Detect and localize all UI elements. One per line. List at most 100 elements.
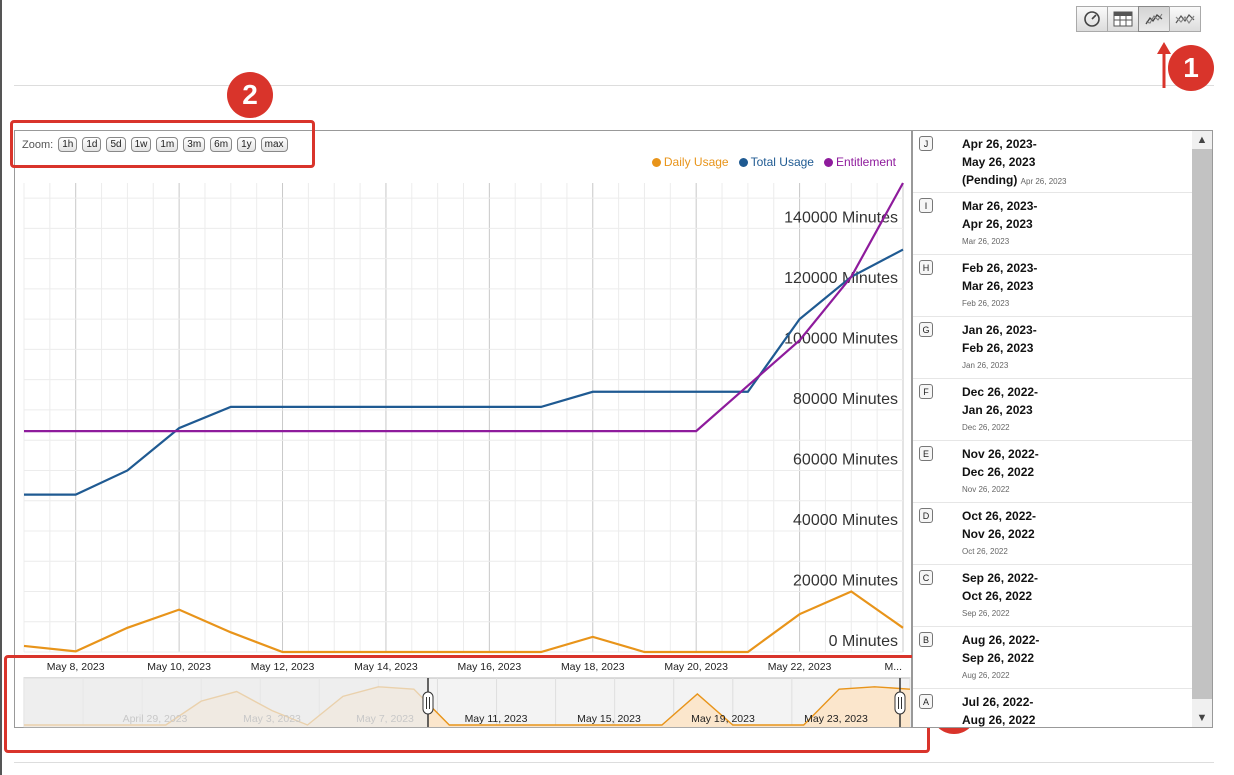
period-start-date: Sep 26, 2022 bbox=[962, 609, 1010, 618]
line-chart-view-button[interactable] bbox=[1138, 6, 1170, 32]
zoom-1w-button[interactable]: 1w bbox=[130, 137, 152, 152]
period-range: Nov 26, 2022- Dec 26, 2022 Nov 26, 2022 bbox=[962, 445, 1112, 499]
navigator-date-label: May 15, 2023 bbox=[577, 713, 641, 725]
navigator-date-label: April 29, 2023 bbox=[123, 713, 188, 725]
period-range-start: Jul 26, 2022- bbox=[962, 695, 1034, 709]
billing-period-item[interactable]: H Feb 26, 2023- Mar 26, 2023 Feb 26, 2023 bbox=[913, 255, 1212, 317]
period-letter-badge: I bbox=[919, 198, 933, 213]
period-range-start: Mar 26, 2023- bbox=[962, 199, 1038, 213]
period-range: Feb 26, 2023- Mar 26, 2023 Feb 26, 2023 bbox=[962, 259, 1112, 313]
zoom-5d-button[interactable]: 5d bbox=[106, 137, 126, 152]
zoom-1y-button[interactable]: 1y bbox=[237, 137, 256, 152]
navigator-date-label: May 19, 2023 bbox=[691, 713, 755, 725]
period-pending-label: (Pending) bbox=[962, 173, 1018, 187]
billing-period-item[interactable]: F Dec 26, 2022- Jan 26, 2023 Dec 26, 2022 bbox=[913, 379, 1212, 441]
range-navigator[interactable]: April 29, 2023 May 3, 2023 May 7, 2023 May … bbox=[0, 0, 912, 730]
period-letter-badge: C bbox=[919, 570, 933, 585]
period-letter-badge: D bbox=[919, 508, 933, 523]
x-tick-label: May 20, 2023 bbox=[664, 661, 728, 673]
usage-line-chart[interactable]: 0 Minutes 20000 Minutes 40000 Minutes 60000… bbox=[0, 0, 912, 730]
period-range-start: Sep 26, 2022- bbox=[962, 571, 1039, 585]
period-letter-badge: B bbox=[919, 632, 933, 647]
legend-item-daily-usage[interactable]: Daily Usage bbox=[651, 155, 729, 169]
zoom-controls: Zoom: 1h 1d 5d 1w 1m 3m 6m 1y max bbox=[22, 137, 288, 152]
x-tick-label: May 8, 2023 bbox=[47, 661, 105, 673]
navigator-date-label: May 3, 2023 bbox=[243, 713, 301, 725]
billing-period-item[interactable]: E Nov 26, 2022- Dec 26, 2022 Nov 26, 2022 bbox=[913, 441, 1212, 503]
scroll-down-icon[interactable]: ▼ bbox=[1196, 712, 1208, 724]
highlight-box-zoom bbox=[10, 120, 315, 168]
period-range: Dec 26, 2022- Jan 26, 2023 Dec 26, 2022 bbox=[962, 383, 1112, 437]
billing-period-item[interactable]: D Oct 26, 2022- Nov 26, 2022 Oct 26, 2022 bbox=[913, 503, 1212, 565]
zoom-max-button[interactable]: max bbox=[260, 137, 288, 152]
y-tick-label: 120000 Minutes bbox=[784, 270, 898, 287]
period-range-start: Apr 26, 2023- bbox=[962, 137, 1037, 151]
scroll-thumb[interactable] bbox=[1192, 149, 1212, 699]
period-range-end: Aug 26, 2022 bbox=[962, 713, 1036, 727]
callout-badge-2: 2 bbox=[227, 72, 273, 118]
period-range-start: Dec 26, 2022- bbox=[962, 385, 1039, 399]
navigator-handle-right[interactable] bbox=[894, 691, 906, 715]
gauge-icon bbox=[1084, 11, 1100, 27]
period-start-date: Oct 26, 2022 bbox=[962, 547, 1008, 556]
navigator-date-label: May 7, 2023 bbox=[356, 713, 414, 725]
x-tick-label: May 16, 2023 bbox=[458, 661, 522, 673]
period-range-end: Apr 26, 2023 bbox=[962, 217, 1033, 231]
x-tick-label: M... bbox=[885, 661, 903, 673]
billing-period-list: J Apr 26, 2023- May 26, 2023 (Pending) Apr … bbox=[912, 130, 1213, 728]
table-view-button[interactable] bbox=[1107, 6, 1139, 32]
billing-period-item[interactable]: G Jan 26, 2023- Feb 26, 2023 Jan 26, 2023 bbox=[913, 317, 1212, 379]
period-range-start: Nov 26, 2022- bbox=[962, 447, 1039, 461]
period-start-date: Dec 26, 2022 bbox=[962, 423, 1010, 432]
zoom-1d-button[interactable]: 1d bbox=[82, 137, 102, 152]
period-range: Oct 26, 2022- Nov 26, 2022 Oct 26, 2022 bbox=[962, 507, 1112, 561]
period-range: Mar 26, 2023- Apr 26, 2023 Mar 26, 2023 bbox=[962, 197, 1112, 251]
navigator-date-label: May 11, 2023 bbox=[465, 713, 528, 725]
billing-period-item[interactable]: I Mar 26, 2023- Apr 26, 2023 Mar 26, 2023 bbox=[913, 193, 1212, 255]
period-range-end: Jan 26, 2023 bbox=[962, 403, 1033, 417]
period-list-scrollbar[interactable]: ▲ ▼ bbox=[1192, 131, 1212, 727]
zoom-label: Zoom: bbox=[22, 138, 54, 151]
entitlement-line[interactable] bbox=[24, 182, 904, 433]
billing-period-item[interactable]: C Sep 26, 2022- Oct 26, 2022 Sep 26, 2022 bbox=[913, 565, 1212, 627]
callout-badge-1: 1 bbox=[1168, 45, 1214, 91]
period-range-start: Oct 26, 2022- bbox=[962, 509, 1037, 523]
callout-arrow-icon bbox=[1157, 42, 1171, 88]
period-range-start: Jan 26, 2023- bbox=[962, 323, 1037, 337]
billing-period-item[interactable]: J Apr 26, 2023- May 26, 2023 (Pending) Apr … bbox=[913, 131, 1212, 193]
period-letter-badge: F bbox=[919, 384, 933, 399]
period-letter-badge: J bbox=[919, 136, 933, 151]
y-tick-label: 20000 Minutes bbox=[793, 572, 898, 589]
legend-item-total-usage[interactable]: Total Usage bbox=[738, 155, 814, 169]
period-start-date: Mar 26, 2023 bbox=[962, 237, 1010, 246]
period-range: Jan 26, 2023- Feb 26, 2023 Jan 26, 2023 bbox=[962, 321, 1112, 375]
navigator-date-label: May 23, 2023 bbox=[804, 713, 868, 725]
total-usage-line[interactable] bbox=[24, 248, 904, 496]
zoom-3m-button[interactable]: 3m bbox=[183, 137, 206, 152]
x-tick-label: May 18, 2023 bbox=[561, 661, 625, 673]
billing-period-item[interactable]: B Aug 26, 2022- Sep 26, 2022 Aug 26, 2022 bbox=[913, 627, 1212, 689]
y-tick-label: 0 Minutes bbox=[829, 633, 898, 650]
gauge-view-button[interactable] bbox=[1076, 6, 1108, 32]
table-icon bbox=[1113, 11, 1133, 27]
legend-item-entitlement[interactable]: Entitlement bbox=[823, 155, 896, 169]
period-letter-badge: E bbox=[919, 446, 933, 461]
daily-usage-line[interactable] bbox=[23, 590, 904, 654]
period-letter-badge: G bbox=[919, 322, 933, 337]
legend-label-total-usage: Total Usage bbox=[750, 155, 814, 169]
zoom-6m-button[interactable]: 6m bbox=[210, 137, 233, 152]
navigator-handle-left[interactable] bbox=[422, 691, 434, 715]
y-tick-label: 100000 Minutes bbox=[784, 330, 898, 347]
compare-chart-view-button[interactable] bbox=[1169, 6, 1201, 32]
y-tick-label: 60000 Minutes bbox=[793, 451, 898, 468]
period-start-date: Nov 26, 2022 bbox=[962, 485, 1010, 494]
period-start-date: Feb 26, 2023 bbox=[962, 299, 1010, 308]
x-tick-label: May 12, 2023 bbox=[251, 661, 315, 673]
y-tick-label: 40000 Minutes bbox=[793, 512, 898, 529]
legend-label-entitlement: Entitlement bbox=[835, 155, 896, 169]
scroll-up-icon[interactable]: ▲ bbox=[1196, 134, 1208, 146]
period-start-date: Jan 26, 2023 bbox=[962, 361, 1009, 370]
zoom-1h-button[interactable]: 1h bbox=[58, 137, 78, 152]
zoom-1m-button[interactable]: 1m bbox=[156, 137, 179, 152]
